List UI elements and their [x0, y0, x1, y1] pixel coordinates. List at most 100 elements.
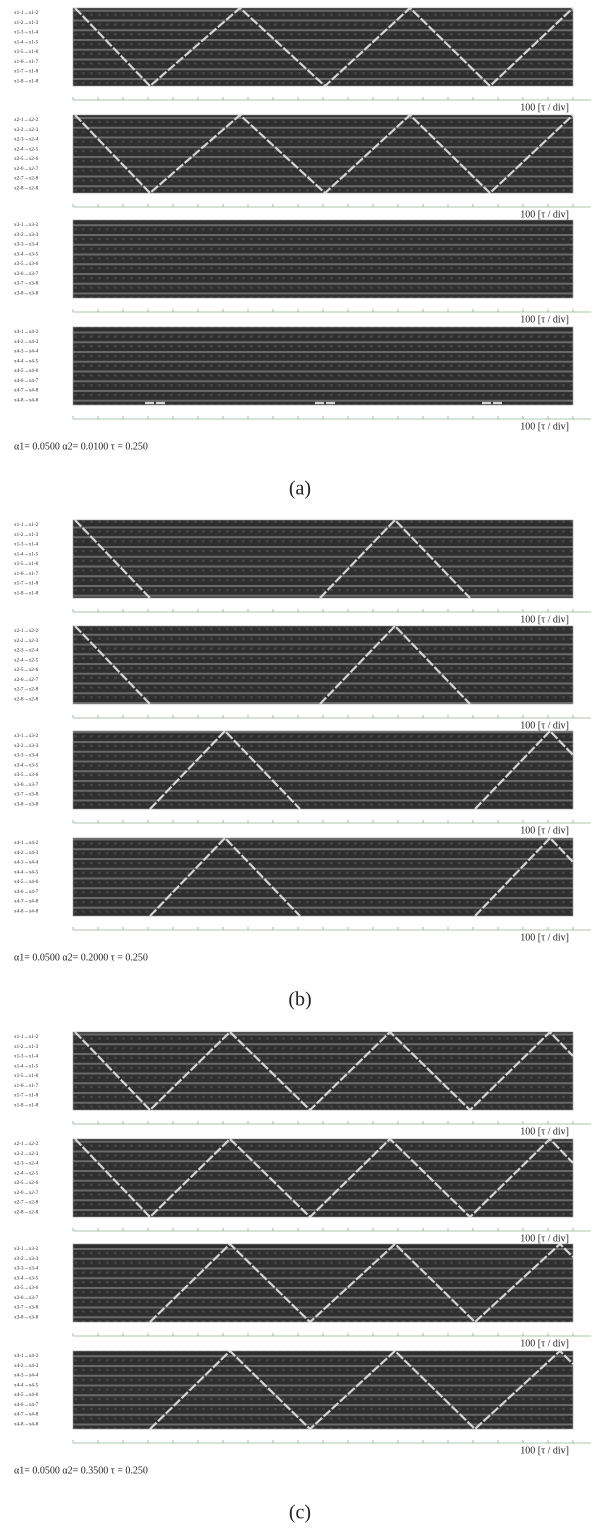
strip: [73, 220, 573, 298]
row-label: x3-2→x3-3: [14, 232, 39, 238]
row-label: x3-4→x3-5: [14, 251, 39, 257]
row-label: x1-2→x1-3: [14, 1044, 39, 1050]
axis-label: 100 [τ / div]: [520, 314, 569, 325]
caption: (c): [289, 1502, 311, 1524]
params: α1= 0.0500 α2= 0.0100 τ = 0.250: [14, 441, 148, 452]
row-label: x1-8→x1-8: [14, 1102, 39, 1108]
page: x1-1→x1-2 x1-2→x1-3 x1-3→x1-4 x1-4→x1-5 x1-5…: [0, 0, 601, 1532]
row-label: x4-4→x4-5: [14, 1382, 39, 1388]
row-label: x4-3→x4-4: [14, 349, 39, 355]
strip: [73, 838, 573, 916]
row-label: x3-3→x3-4: [14, 753, 39, 759]
row-label: x1-4→x1-5: [14, 1063, 39, 1069]
row-label: x1-2→x1-3: [14, 20, 39, 26]
row-label: x3-3→x3-4: [14, 1266, 39, 1272]
strip: [73, 731, 573, 809]
strip: [73, 8, 573, 86]
row-label: x2-4→x2-5: [14, 657, 39, 663]
row-label: x1-5→x1-6: [14, 49, 39, 55]
row-label: x3-1→x3-2: [14, 222, 39, 228]
strip: [73, 520, 573, 598]
axis-label: 100 [τ / div]: [520, 1126, 569, 1137]
row-label: x1-2→x1-3: [14, 532, 39, 538]
row-label: x2-6→x2-7: [14, 166, 39, 172]
row-label: x4-7→x4-8: [14, 899, 39, 905]
row-label: x1-6→x1-7: [14, 59, 39, 65]
row-label: x3-4→x3-5: [14, 762, 39, 768]
row-label: x1-5→x1-6: [14, 561, 39, 567]
row-label: x4-2→x4-3: [14, 850, 39, 856]
row-label: x2-7→x2-8: [14, 1200, 39, 1206]
row-label: x3-8→x3-8: [14, 290, 39, 296]
row-label: x3-8→x3-8: [14, 801, 39, 807]
axis-label: 100 [τ / div]: [520, 932, 569, 943]
row-label: x2-1→x2-2: [14, 1141, 39, 1147]
row-label: x1-3→x1-4: [14, 1054, 39, 1060]
row-label: x1-3→x1-4: [14, 30, 39, 36]
row-label: x3-4→x3-5: [14, 1275, 39, 1281]
axis-label: 100 [τ / div]: [520, 209, 569, 220]
row-label: x4-5→x4-6: [14, 368, 39, 374]
row-label: x3-6→x3-7: [14, 782, 39, 788]
row-label: x2-1→x2-2: [14, 628, 39, 634]
row-label: x1-1→x1-2: [14, 1034, 39, 1040]
row-label: x2-5→x2-6: [14, 667, 39, 673]
row-label: x1-5→x1-6: [14, 1073, 39, 1079]
row-label: x3-3→x3-4: [14, 242, 39, 248]
row-label: x3-1→x3-2: [14, 733, 39, 739]
row-label: x1-1→x1-2: [14, 10, 39, 16]
row-label: x4-2→x4-3: [14, 339, 39, 345]
axis-label: 100 [τ / div]: [520, 102, 569, 113]
row-label: x3-7→x3-8: [14, 281, 39, 287]
row-label: x3-7→x3-8: [14, 792, 39, 798]
row-label: x2-3→x2-4: [14, 1161, 39, 1167]
row-label: x2-6→x2-7: [14, 1190, 39, 1196]
row-label: x1-7→x1-8: [14, 1093, 39, 1099]
row-label: x2-2→x2-3: [14, 127, 39, 133]
row-label: x3-5→x3-6: [14, 772, 39, 778]
row-label: x3-6→x3-7: [14, 1295, 39, 1301]
row-label: x4-4→x4-5: [14, 358, 39, 364]
row-label: x4-1→x4-2: [14, 329, 39, 335]
row-label: x3-7→x3-8: [14, 1305, 39, 1311]
row-label: x4-3→x4-4: [14, 1373, 39, 1379]
row-label: x4-4→x4-5: [14, 869, 39, 875]
row-label: x4-8→x4-8: [14, 908, 39, 914]
figure: x1-1→x1-2 x1-2→x1-3 x1-3→x1-4 x1-4→x1-5 x1-5…: [0, 0, 601, 1532]
row-label: x3-6→x3-7: [14, 271, 39, 277]
row-label: x2-8→x2-8: [14, 185, 39, 191]
row-label: x1-1→x1-2: [14, 522, 39, 528]
row-label: x4-6→x4-7: [14, 889, 39, 895]
row-label: x1-7→x1-8: [14, 581, 39, 587]
row-label: x4-5→x4-6: [14, 1392, 39, 1398]
row-label: x4-8→x4-8: [14, 397, 39, 403]
row-label: x3-2→x3-3: [14, 1256, 39, 1262]
axis-label: 100 [τ / div]: [520, 720, 569, 731]
row-label: x1-8→x1-8: [14, 590, 39, 596]
row-label: x1-4→x1-5: [14, 551, 39, 557]
row-label: x2-1→x2-2: [14, 117, 39, 123]
row-label: x4-7→x4-8: [14, 388, 39, 394]
row-label: x3-8→x3-8: [14, 1314, 39, 1320]
strip: [73, 115, 573, 193]
caption: (b): [288, 989, 311, 1011]
row-label: x2-6→x2-7: [14, 677, 39, 683]
row-label: x4-5→x4-6: [14, 879, 39, 885]
row-label: x4-6→x4-7: [14, 1402, 39, 1408]
row-label: x3-1→x3-2: [14, 1246, 39, 1252]
row-label: x4-2→x4-3: [14, 1363, 39, 1369]
row-label: x4-7→x4-8: [14, 1412, 39, 1418]
axis-label: 100 [τ / div]: [520, 614, 569, 625]
row-label: x3-5→x3-6: [14, 261, 39, 267]
axis-label: 100 [τ / div]: [520, 1233, 569, 1244]
row-label: x1-7→x1-8: [14, 69, 39, 75]
row-label: x1-3→x1-4: [14, 542, 39, 548]
row-label: x2-7→x2-8: [14, 687, 39, 693]
row-label: x4-1→x4-2: [14, 840, 39, 846]
row-label: x2-2→x2-3: [14, 1151, 39, 1157]
row-label: x2-2→x2-3: [14, 638, 39, 644]
row-label: x3-2→x3-3: [14, 743, 39, 749]
row-label: x2-3→x2-4: [14, 137, 39, 143]
caption: (a): [289, 478, 311, 500]
row-label: x2-4→x2-5: [14, 1170, 39, 1176]
